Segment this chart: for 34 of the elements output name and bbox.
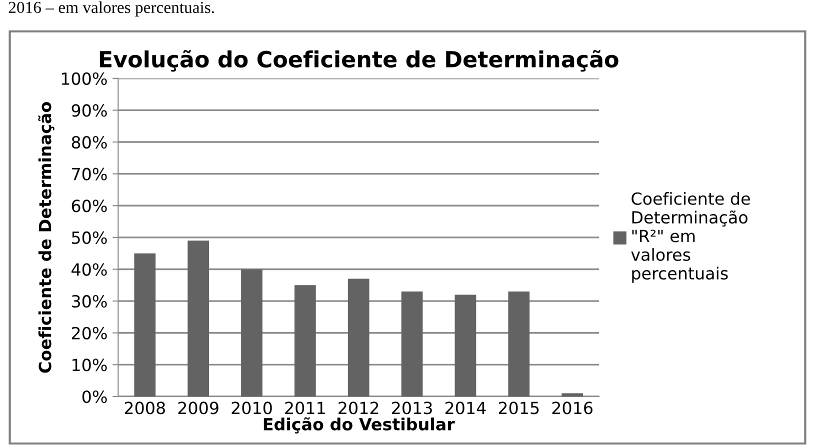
y-tick-label: 30% bbox=[72, 295, 107, 308]
bar bbox=[188, 240, 209, 396]
x-axis-title: Edição do Vestibular bbox=[264, 417, 455, 434]
bar bbox=[508, 292, 530, 396]
y-tick-label: 70% bbox=[72, 168, 107, 180]
bar bbox=[294, 285, 316, 396]
y-tick-label: 10% bbox=[72, 358, 107, 372]
chart-title: Evolução do Coeficiente de Determinação bbox=[100, 50, 618, 72]
y-axis-title: Coeficiente de Determinação bbox=[38, 102, 54, 373]
y-tick-label: 20% bbox=[72, 326, 107, 340]
y-tick-label: 40% bbox=[72, 263, 107, 276]
x-tick-label: 2010 bbox=[232, 402, 272, 414]
y-tick-label: 90% bbox=[72, 104, 107, 117]
x-tick-label: 2008 bbox=[124, 402, 165, 414]
x-tick-label: 2014 bbox=[445, 402, 486, 414]
x-tick-label: 2013 bbox=[392, 402, 432, 414]
y-tick-label: 0% bbox=[82, 390, 107, 404]
y-tick-label: 80% bbox=[72, 136, 107, 149]
x-tick-label: 2015 bbox=[498, 402, 539, 414]
x-tick-label: 2012 bbox=[338, 402, 378, 414]
legend-label: Coeficiente de Determinação "R²" em valores percentuais bbox=[631, 192, 750, 283]
y-tick-label: 60% bbox=[72, 200, 107, 212]
bar bbox=[401, 292, 423, 396]
x-tick-label: 2016 bbox=[552, 402, 592, 414]
x-tick-label: 2009 bbox=[178, 402, 218, 414]
bar bbox=[241, 269, 262, 396]
bar bbox=[348, 278, 370, 396]
y-tick-label: 50% bbox=[72, 231, 107, 244]
y-tick-label: 100% bbox=[62, 72, 107, 85]
bar bbox=[562, 393, 583, 396]
bar bbox=[134, 253, 156, 396]
text: 2016 – em valores percentuais. bbox=[8, 1, 214, 16]
bar bbox=[454, 294, 476, 396]
x-tick-label: 2011 bbox=[285, 402, 325, 414]
